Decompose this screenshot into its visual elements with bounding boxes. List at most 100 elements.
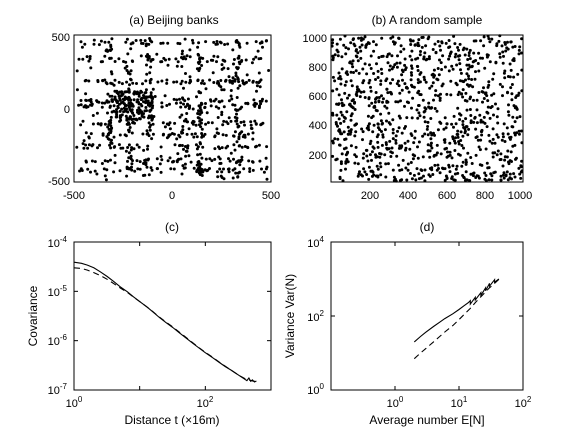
panel-b-point xyxy=(439,121,443,125)
panel-b-point xyxy=(349,70,353,74)
panel-b-point xyxy=(361,138,364,142)
panel-a-point xyxy=(264,156,268,160)
panel-b-point xyxy=(416,78,420,82)
panel-b-point xyxy=(413,136,417,140)
panel-a-point xyxy=(106,132,110,136)
panel-b-point xyxy=(410,66,414,70)
panel-b-point xyxy=(486,99,490,103)
panel-b-point xyxy=(397,84,401,88)
panel-a-point xyxy=(135,159,139,163)
panel-a-point xyxy=(100,101,104,105)
panel-b-point xyxy=(380,72,384,75)
panel-b-point xyxy=(517,91,521,95)
panel-b-point xyxy=(377,96,381,99)
panel-a-point xyxy=(184,154,188,158)
panel-a-point xyxy=(182,147,185,151)
panel-b-point xyxy=(403,141,407,145)
panel-b-point xyxy=(453,178,457,182)
panel-b-point xyxy=(384,175,388,179)
panel-b-point xyxy=(400,144,404,148)
panel-b-point xyxy=(351,106,355,110)
panel-b-point xyxy=(367,122,371,126)
panel-a-point xyxy=(165,81,169,85)
panel-b-point xyxy=(426,143,430,147)
panel-b-point xyxy=(463,131,467,135)
panel-a-point xyxy=(146,58,150,62)
panel-b-point xyxy=(506,47,510,51)
panel-b-point xyxy=(423,132,427,136)
panel-b-point xyxy=(347,132,350,136)
panel-b-point xyxy=(426,120,430,124)
panel-a-point xyxy=(90,159,94,163)
panel-a-xtick: 0 xyxy=(169,190,175,202)
panel-a-point xyxy=(101,60,104,64)
panel-b-point xyxy=(477,145,481,149)
panel-a-point xyxy=(110,47,114,51)
panel-a-point xyxy=(253,119,257,123)
panel-a-point xyxy=(124,149,128,153)
panel-a-point xyxy=(129,47,133,51)
panel-b-point xyxy=(467,63,471,67)
panel-a-point xyxy=(222,177,226,181)
panel-b-point xyxy=(423,120,427,124)
panel-a-point xyxy=(81,119,85,123)
panel-a-point xyxy=(232,58,236,61)
panel-a-point xyxy=(106,49,110,53)
panel-a-point xyxy=(205,60,209,64)
panel-b-point xyxy=(366,114,370,118)
panel-b-point xyxy=(340,67,344,71)
panel-b-point xyxy=(438,98,442,102)
panel-b-point xyxy=(450,156,454,160)
panel-a-point xyxy=(109,70,113,74)
panel-a-point xyxy=(241,79,245,83)
panel-a-point xyxy=(84,98,88,102)
panel-b-point xyxy=(510,83,514,86)
panel-b-point xyxy=(354,145,358,149)
panel-b-point xyxy=(490,178,494,182)
panel-b-point xyxy=(384,162,388,166)
panel-a-point xyxy=(217,100,221,104)
panel-b-point xyxy=(385,87,389,91)
panel-b-point xyxy=(342,43,346,47)
panel-b-point xyxy=(501,135,505,139)
panel-b-point xyxy=(356,174,360,178)
panel-b-point xyxy=(506,178,510,182)
panel-a-point xyxy=(231,103,235,107)
panel-a-point xyxy=(139,38,143,42)
panel-a-point xyxy=(226,67,230,71)
panel-a-point xyxy=(103,40,107,44)
panel-b-point xyxy=(405,178,409,182)
panel-b-point xyxy=(368,142,372,146)
panel-b-point xyxy=(333,79,337,83)
panel-a-point xyxy=(178,115,182,119)
panel-a-point xyxy=(183,99,187,103)
panel-b-point xyxy=(517,129,521,133)
panel-b-point xyxy=(335,102,339,106)
panel-a-point xyxy=(109,127,113,131)
panel-a-point xyxy=(144,88,148,92)
panel-a-point xyxy=(84,143,88,147)
panel-a-point xyxy=(162,56,166,60)
panel-b-point xyxy=(472,120,476,124)
panel-b-point xyxy=(476,62,480,65)
panel-a-point xyxy=(236,171,240,175)
panel-b-point xyxy=(443,65,447,69)
panel-a-point xyxy=(191,41,195,45)
panel-a-point xyxy=(123,104,127,108)
panel-b-point xyxy=(406,139,410,143)
panel-a-point xyxy=(248,170,252,173)
panel-b-point xyxy=(378,161,382,165)
panel-b-point xyxy=(375,164,379,168)
panel-b-point xyxy=(478,163,482,167)
panel-a-point xyxy=(161,41,165,45)
panel-a-point xyxy=(220,63,224,67)
panel-a-point xyxy=(218,167,222,171)
panel-b-point xyxy=(344,46,348,50)
panel-b-point xyxy=(357,36,361,40)
panel-b-point xyxy=(356,51,360,55)
panel-a-point xyxy=(215,127,219,131)
panel-b-point xyxy=(331,75,335,79)
panel-c-ylabel: Covariance xyxy=(26,285,40,346)
panel-a-point xyxy=(173,121,177,125)
panel-a-point xyxy=(265,145,269,149)
